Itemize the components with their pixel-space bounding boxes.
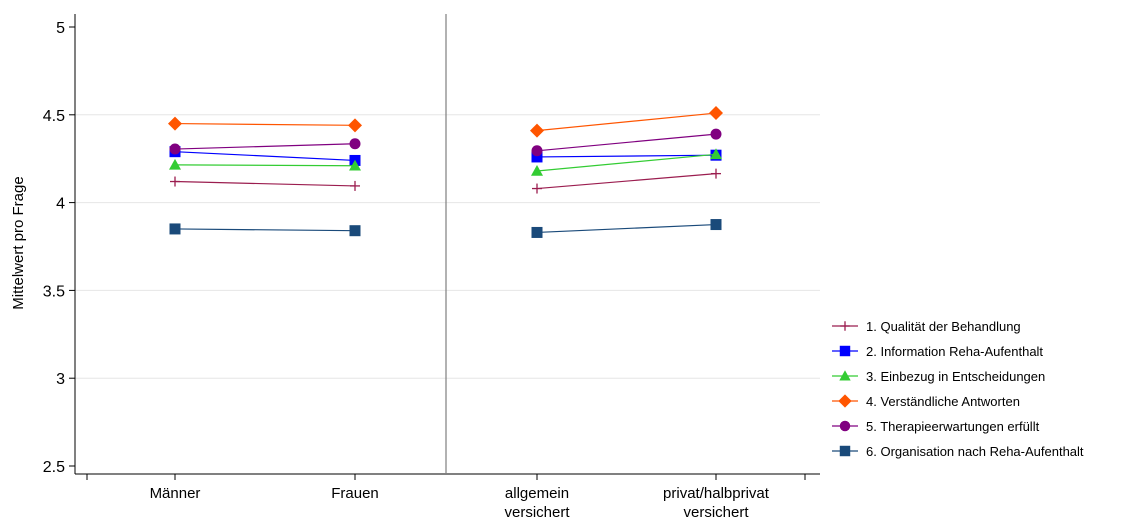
marker-circle [349,138,361,150]
legend-item: 2. Information Reha-Aufenthalt [832,344,1043,359]
marker-plus [711,168,721,179]
series [169,219,722,238]
marker-square [839,445,851,457]
marker-triangle [839,370,851,381]
marker-square [531,226,543,238]
x-tick-label: versichert [683,504,749,521]
marker-plus [350,180,360,191]
series [169,128,722,157]
legend-label: 6. Organisation nach Reha-Aufenthalt [866,444,1084,459]
marker-square [349,225,361,237]
marker-diamond [709,106,723,121]
y-tick-label: 3 [56,371,65,388]
legend-item: 6. Organisation nach Reha-Aufenthalt [832,444,1084,459]
legend-item: 4. Verständliche Antworten [832,394,1020,409]
series [170,168,721,194]
series-line [536,153,717,172]
series [169,148,722,176]
marker-triangle [710,148,722,160]
gridlines [75,114,820,379]
marker-square [839,345,851,357]
series-line [536,154,717,158]
marker-diamond [530,123,544,138]
series-line [174,143,356,150]
x-tick-label: Männer [150,485,201,502]
marker-circle [710,128,722,140]
marker-circle [839,420,851,432]
series-line [174,180,356,187]
series-line [536,133,717,152]
x-tick-label: Frauen [331,485,379,502]
marker-diamond [168,116,182,131]
series [168,106,723,138]
series-line [536,112,717,132]
marker-square [710,219,722,231]
series-line [174,122,356,126]
y-tick-label: 4 [56,196,65,213]
marker-triangle [169,158,181,170]
legend-label: 5. Therapieerwartungen erfüllt [866,419,1040,434]
marker-triangle [349,159,361,171]
y-tick-label: 2.5 [43,459,65,476]
marker-diamond [838,394,852,408]
legend-item: 3. Einbezug in Entscheidungen [832,369,1045,384]
marker-plus [840,321,850,331]
series-line [174,151,356,162]
marker-diamond [348,118,362,133]
legend: 1. Qualität der Behandlung 2. Information… [832,319,1084,459]
y-tick-label: 4.5 [43,108,65,125]
marker-plus [532,183,542,194]
y-tick-label: 3.5 [43,283,65,300]
marker-square [531,151,543,163]
x-tick-label: privat/halbprivat [663,485,770,502]
legend-label: 2. Information Reha-Aufenthalt [866,344,1043,359]
axes: 2.5 3 3.5 4 4.5 5 Männer Frauen allgemein versich… [43,14,820,521]
y-tick-label: 5 [56,20,65,37]
legend-label: 4. Verständliche Antworten [866,394,1020,409]
marker-circle [531,145,543,157]
series-line [174,164,356,167]
y-axis-label: Mittelwert pro Frage [10,176,27,309]
series-line [536,223,717,234]
marker-circle [169,143,181,155]
series-line [174,228,356,232]
legend-item: 1. Qualität der Behandlung [832,319,1021,334]
x-tick-label: allgemein [505,485,569,502]
legend-item: 5. Therapieerwartungen erfüllt [832,419,1040,434]
legend-label: 3. Einbezug in Entscheidungen [866,369,1045,384]
marker-square [169,223,181,235]
marker-plus [170,176,180,187]
series-layer [168,106,723,238]
x-tick-label: versichert [504,504,570,521]
legend-label: 1. Qualität der Behandlung [866,319,1021,334]
marker-triangle [531,164,543,176]
series-line [536,173,717,190]
